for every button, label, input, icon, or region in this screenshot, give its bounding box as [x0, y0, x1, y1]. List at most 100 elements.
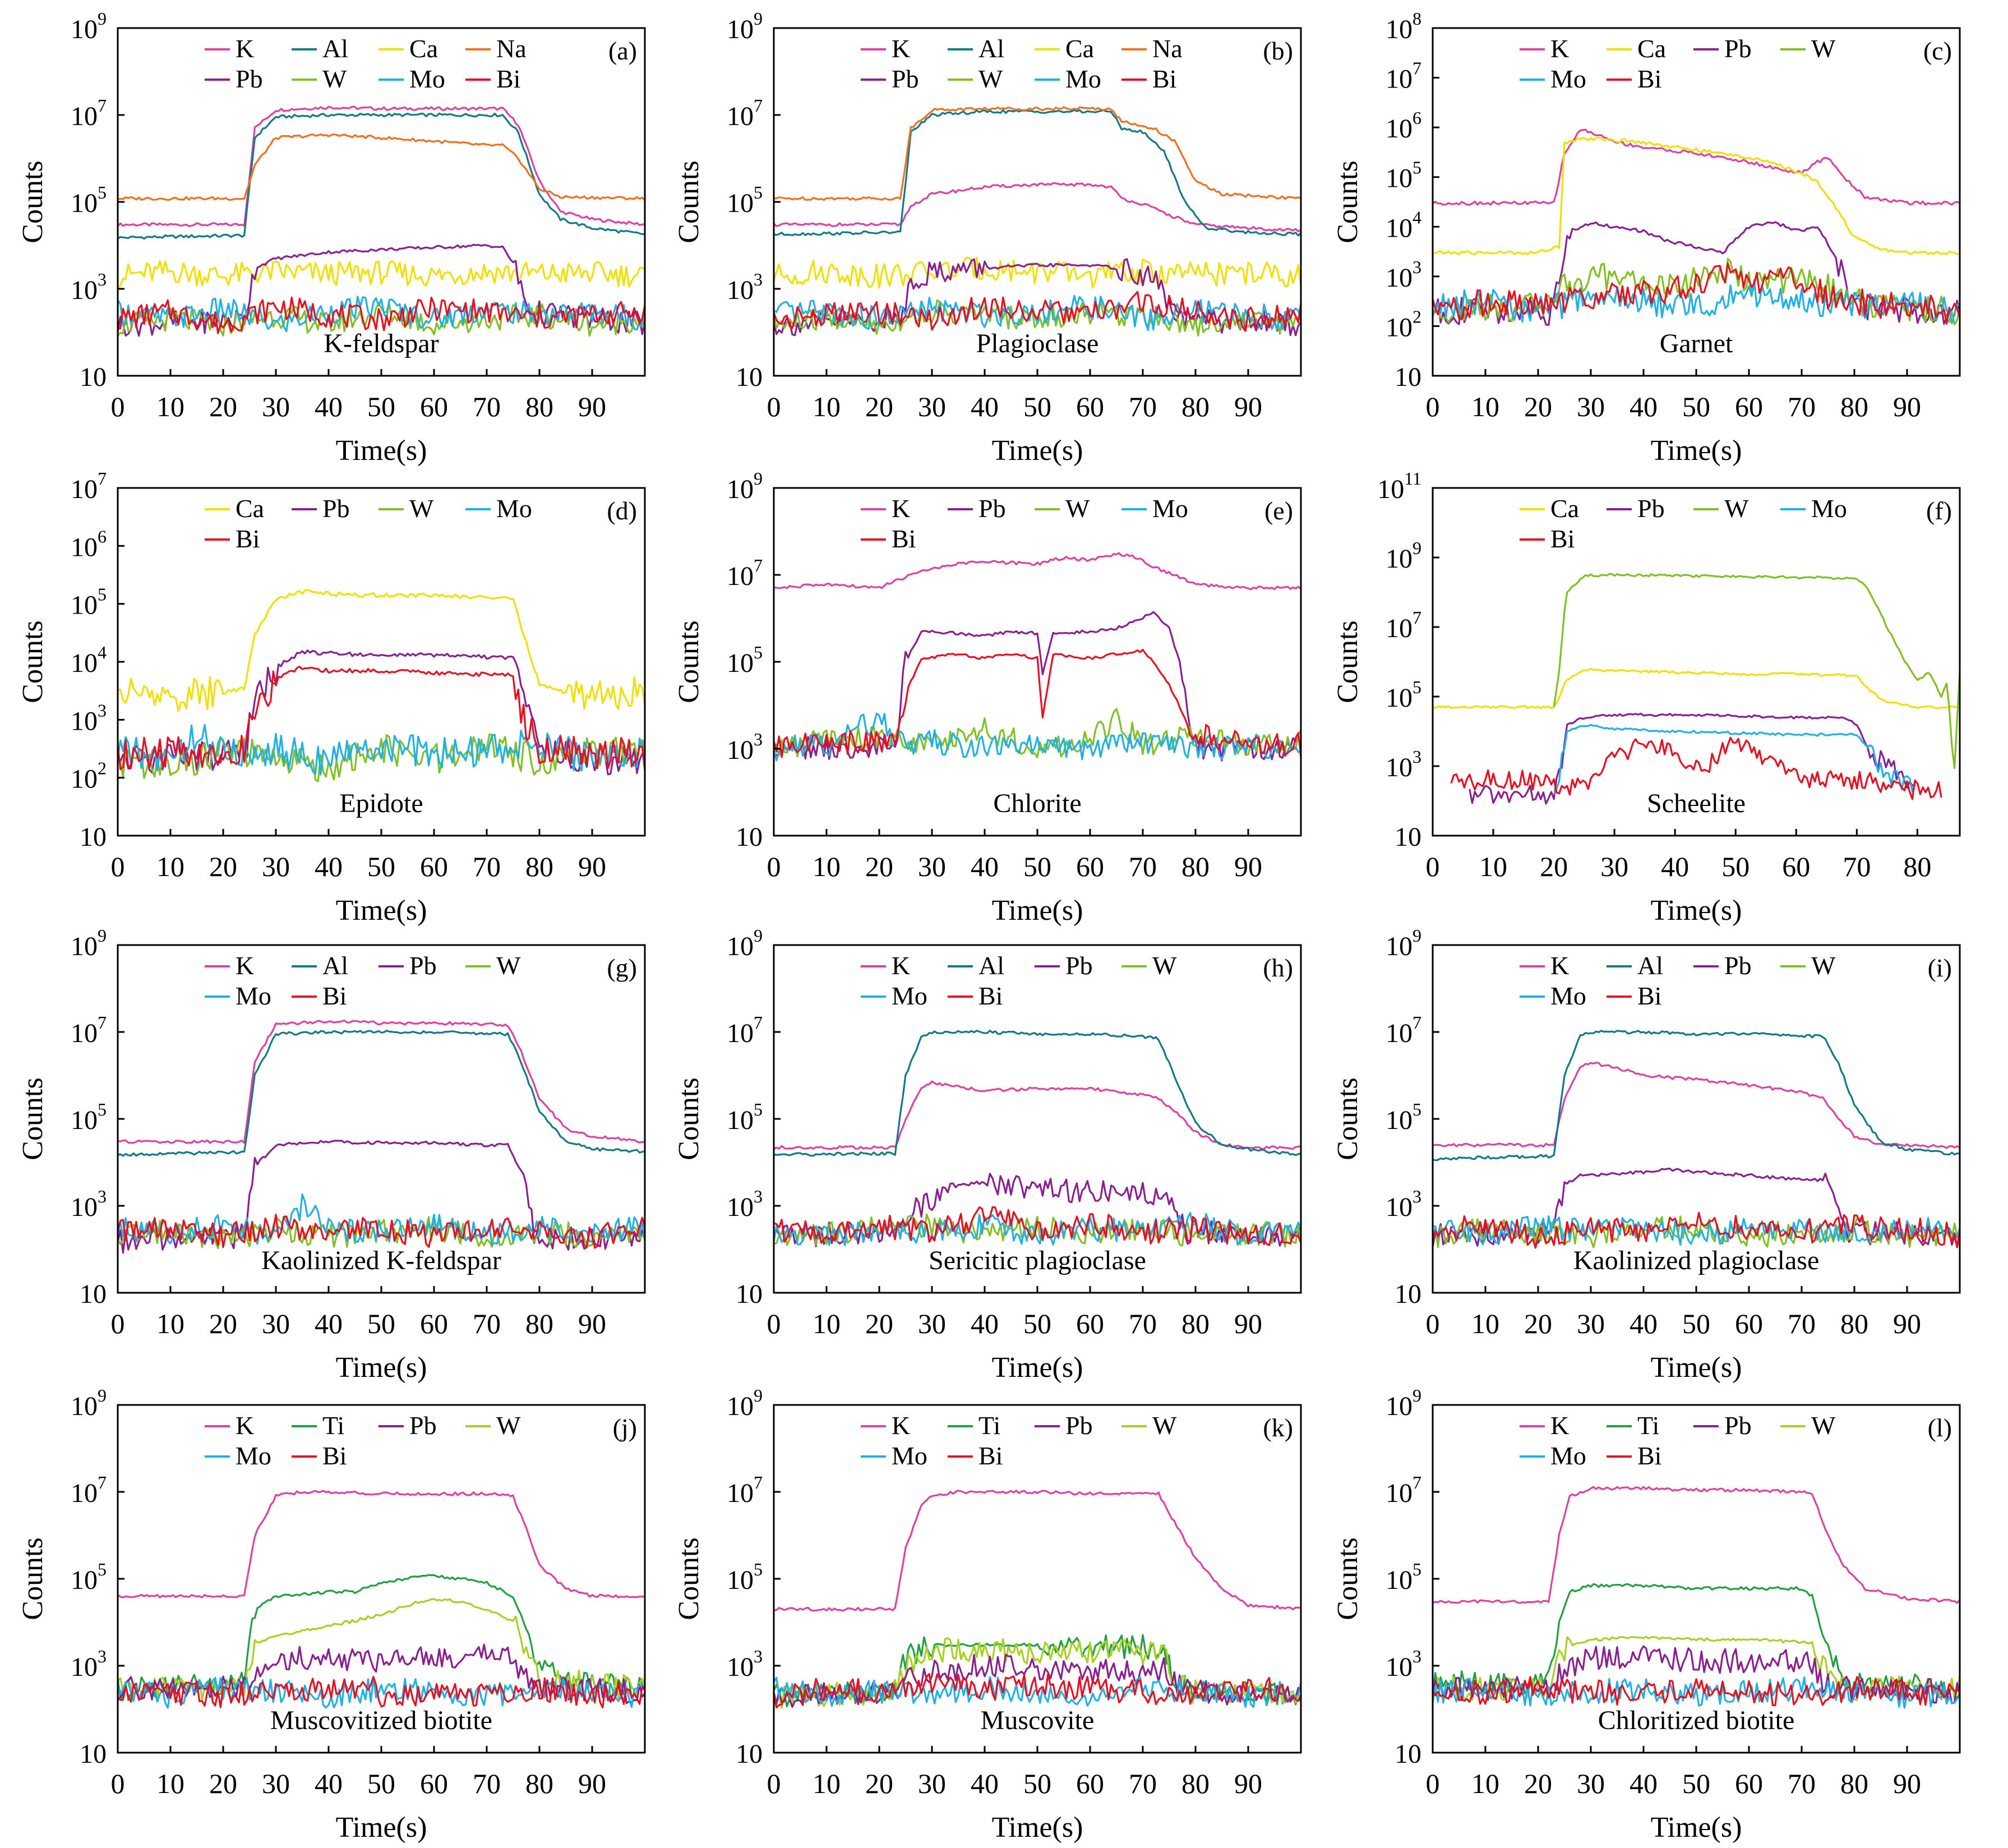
y-tick-label: 10	[1395, 1739, 1421, 1769]
x-tick-label: 60	[1076, 1308, 1104, 1339]
y-tick-base: 10	[1386, 1019, 1412, 1048]
x-tick-label: 50	[367, 391, 395, 422]
y-tick-base: 10	[1386, 753, 1412, 782]
chart-panel: 0 10 20 30 40 50 60 70 80 90108107106105104103102…	[1332, 8, 1961, 467]
legend-label: Mo	[1550, 1441, 1586, 1470]
series-line	[774, 291, 1301, 332]
legend-label: Pb	[236, 64, 263, 93]
x-tick-label: 20	[1524, 391, 1552, 422]
y-tick-base: 10	[727, 188, 754, 218]
x-axis-label: Time(s)	[992, 435, 1083, 467]
y-tick-base: 10	[727, 474, 754, 504]
series-line	[118, 723, 645, 776]
y-tick-base: 10	[1386, 1391, 1412, 1421]
series-line	[774, 552, 1301, 591]
y-tick-label: 102	[71, 758, 107, 794]
panel-tag: (e)	[1264, 496, 1293, 525]
y-tick-label: 105	[727, 1099, 763, 1135]
x-tick-label: 60	[1782, 851, 1810, 882]
series-line	[118, 296, 645, 333]
y-tick-base: 10	[1386, 15, 1412, 44]
legend-label: Bi	[1637, 981, 1661, 1010]
x-tick-label: 90	[1893, 1308, 1921, 1339]
y-tick-base: 10	[727, 735, 754, 765]
x-tick-label: 20	[1524, 1768, 1552, 1799]
y-tick-label: 10	[1395, 362, 1421, 392]
mineral-title: Chloritized biotite	[1598, 1706, 1795, 1735]
series-line	[1433, 1211, 1960, 1249]
legend-label: W	[1811, 1411, 1836, 1440]
x-tick-label: 0	[1426, 1768, 1440, 1799]
x-tick-label: 10	[813, 851, 841, 882]
x-axis-label: Time(s)	[992, 895, 1083, 927]
series-line	[118, 1214, 645, 1249]
x-tick-label: 90	[1234, 1768, 1262, 1799]
x-tick-label: 70	[1788, 1768, 1816, 1799]
x-tick-label: 30	[1600, 851, 1628, 882]
y-tick-label: 103	[727, 1186, 763, 1222]
legend-label: Mo	[236, 981, 271, 1010]
series-line	[118, 665, 645, 771]
x-tick-label: 70	[473, 1768, 501, 1799]
legend-label: W	[978, 64, 1003, 93]
y-tick-label: 107	[71, 1012, 107, 1048]
y-tick-base: 10	[71, 932, 98, 961]
legend-label: Mo	[1550, 64, 1586, 93]
y-tick-label: 107	[1386, 1012, 1421, 1048]
legend-label: Mo	[236, 1441, 271, 1470]
legend-label: Mo	[892, 981, 927, 1010]
y-tick-base: 10	[727, 102, 754, 131]
legend-label: Pb	[978, 494, 1006, 523]
y-tick-base: 10	[727, 275, 754, 305]
mineral-title: Scheelite	[1647, 789, 1746, 818]
x-tick-label: 20	[865, 1308, 893, 1339]
series-line	[774, 109, 1301, 237]
y-tick-exponent: 9	[98, 8, 107, 29]
panel-tag: (l)	[1928, 1413, 1952, 1442]
y-tick-label: 10	[80, 362, 107, 392]
x-tick-label: 0	[767, 391, 781, 422]
series-lines	[774, 552, 1301, 762]
legend-label: Na	[1152, 34, 1183, 63]
chart-panel: 0 10 20 30 40 50 60 70 80 9010910710510310Time(s)…	[673, 8, 1302, 467]
y-tick-label: 107	[727, 95, 763, 131]
y-tick-exponent: 3	[754, 729, 763, 749]
x-axis-label: Time(s)	[336, 895, 427, 927]
y-tick-base: 10	[71, 648, 98, 678]
x-tick-label: 90	[1893, 391, 1921, 422]
x-tick-label: 0	[111, 851, 125, 882]
y-tick-base: 10	[1386, 164, 1412, 193]
y-tick-label: 107	[1386, 607, 1421, 643]
series-lines	[774, 106, 1301, 337]
y-tick-exponent: 6	[1412, 108, 1421, 128]
x-tick-label: 80	[1840, 1768, 1868, 1799]
x-tick-label: 40	[971, 1308, 999, 1339]
y-tick-base: 10	[727, 932, 754, 961]
legend-label: Mo	[496, 494, 532, 523]
y-axis-label: Counts	[673, 1077, 705, 1160]
y-tick-label: 108	[1386, 8, 1421, 44]
series-line	[774, 1080, 1301, 1150]
y-tick-exponent: 3	[1412, 257, 1421, 277]
x-tick-label: 70	[1129, 1308, 1157, 1339]
mineral-title: Sericitic plagioclase	[929, 1246, 1146, 1275]
y-tick-base: 10	[1386, 1192, 1412, 1222]
y-tick-exponent: 7	[754, 555, 763, 575]
legend-label: W	[496, 1411, 521, 1440]
x-tick-label: 40	[1630, 1768, 1658, 1799]
x-tick-label: 60	[1735, 1768, 1763, 1799]
x-axis-label: Time(s)	[1651, 895, 1742, 927]
y-axis-label: Counts	[17, 1077, 49, 1160]
y-tick-base: 10	[1386, 544, 1412, 574]
y-tick-exponent: 5	[1412, 158, 1421, 178]
x-tick-label: 60	[420, 1768, 448, 1799]
y-tick-exponent: 7	[754, 1472, 763, 1492]
x-tick-label: 80	[1840, 1308, 1868, 1339]
series-line	[1433, 1676, 1960, 1707]
legend-label: Mo	[892, 1441, 927, 1470]
x-tick-label: 40	[315, 851, 343, 882]
legend-label: Pb	[322, 494, 350, 523]
y-axis-label: Counts	[1332, 1537, 1364, 1620]
y-tick-label: 103	[727, 1646, 763, 1682]
legend-label: Bi	[1550, 524, 1575, 553]
